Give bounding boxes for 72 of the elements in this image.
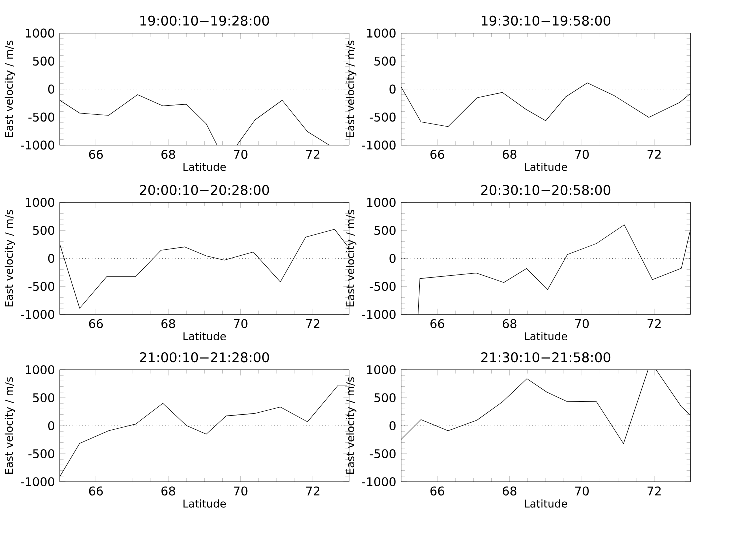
y-tick-label: 0 [390, 421, 396, 431]
y-tick-label: 0 [390, 254, 396, 264]
chart-title: 21:30:10−21:58:00 [482, 352, 611, 363]
y-tick-label: -1000 [362, 310, 396, 320]
y-axis-title: East velocity / m/s [346, 377, 357, 474]
y-tick-label: 1000 [367, 365, 396, 375]
y-tick-label: 1000 [26, 365, 54, 375]
chart-title: 21:00:10−21:28:00 [140, 352, 270, 363]
y-axis-title: East velocity / m/s [346, 210, 357, 307]
chart-title: 20:30:10−20:58:00 [482, 185, 611, 196]
y-tick-label: 500 [33, 226, 54, 236]
x-tick-label: 68 [503, 319, 517, 328]
x-tick-label: 72 [306, 150, 320, 159]
y-tick-label: -500 [370, 449, 396, 459]
x-tick-label: 70 [234, 486, 248, 496]
x-tick-label: 70 [576, 486, 589, 496]
x-axis-title: Latitude [184, 332, 226, 341]
x-axis-title: Latitude [184, 162, 226, 172]
chart-title: 20:00:10−20:28:00 [140, 185, 270, 196]
x-tick-label: 66 [89, 150, 104, 160]
x-tick-label: 70 [234, 150, 248, 160]
y-tick-label: -1000 [21, 140, 54, 150]
x-axis-title: Latitude [184, 500, 226, 508]
x-axis-title: Latitude [525, 162, 568, 172]
y-tick-label: 500 [33, 393, 54, 403]
x-tick-label: 72 [648, 486, 661, 496]
y-tick-label: -1000 [362, 477, 396, 487]
y-tick-label: 1000 [26, 28, 54, 38]
y-axis-title: East velocity / m/s [4, 40, 16, 138]
x-tick-label: 68 [503, 150, 517, 160]
y-tick-label: 1000 [367, 198, 396, 208]
y-tick-label: 500 [33, 56, 54, 66]
x-tick-label: 66 [430, 486, 444, 496]
y-tick-label: -500 [370, 112, 396, 122]
x-tick-label: 70 [576, 150, 589, 160]
y-tick-label: 500 [374, 226, 396, 236]
y-tick-label: 1000 [26, 198, 54, 208]
y-tick-label: -1000 [21, 477, 54, 487]
y-tick-label: 0 [48, 421, 54, 431]
y-tick-label: 500 [374, 56, 396, 66]
y-tick-label: 1000 [367, 28, 396, 38]
x-axis-title: Latitude [525, 500, 568, 508]
x-tick-label: 72 [648, 150, 661, 159]
chart-title: 19:00:10−19:28:00 [140, 16, 270, 26]
x-tick-label: 72 [306, 319, 320, 328]
y-tick-label: 0 [48, 254, 54, 264]
x-tick-label: 66 [430, 150, 444, 160]
y-axis-title: East velocity / m/s [346, 40, 357, 138]
y-tick-label: 0 [390, 84, 396, 94]
x-tick-label: 66 [89, 319, 104, 328]
x-tick-label: 72 [648, 319, 661, 328]
x-tick-label: 68 [162, 486, 176, 496]
x-tick-label: 70 [576, 319, 589, 328]
x-tick-label: 66 [89, 486, 104, 496]
y-axis-title: East velocity / m/s [4, 377, 16, 474]
x-tick-label: 70 [234, 319, 248, 328]
x-axis-title: Latitude [525, 332, 568, 341]
y-tick-label: -500 [28, 449, 54, 459]
y-tick-label: -500 [28, 112, 54, 122]
y-tick-label: -500 [28, 282, 54, 292]
y-tick-label: -500 [370, 282, 396, 292]
y-tick-label: 500 [374, 393, 396, 403]
x-tick-label: 68 [162, 150, 176, 160]
x-tick-label: 72 [306, 486, 320, 496]
y-axis-title: East velocity / m/s [4, 210, 16, 307]
chart-title: 19:30:10−19:58:00 [482, 16, 611, 26]
x-tick-label: 66 [430, 319, 444, 328]
x-tick-label: 68 [503, 486, 517, 496]
y-tick-label: 0 [48, 84, 54, 94]
x-tick-label: 68 [162, 319, 176, 328]
y-tick-label: -1000 [362, 140, 396, 150]
y-tick-label: -1000 [21, 310, 54, 320]
